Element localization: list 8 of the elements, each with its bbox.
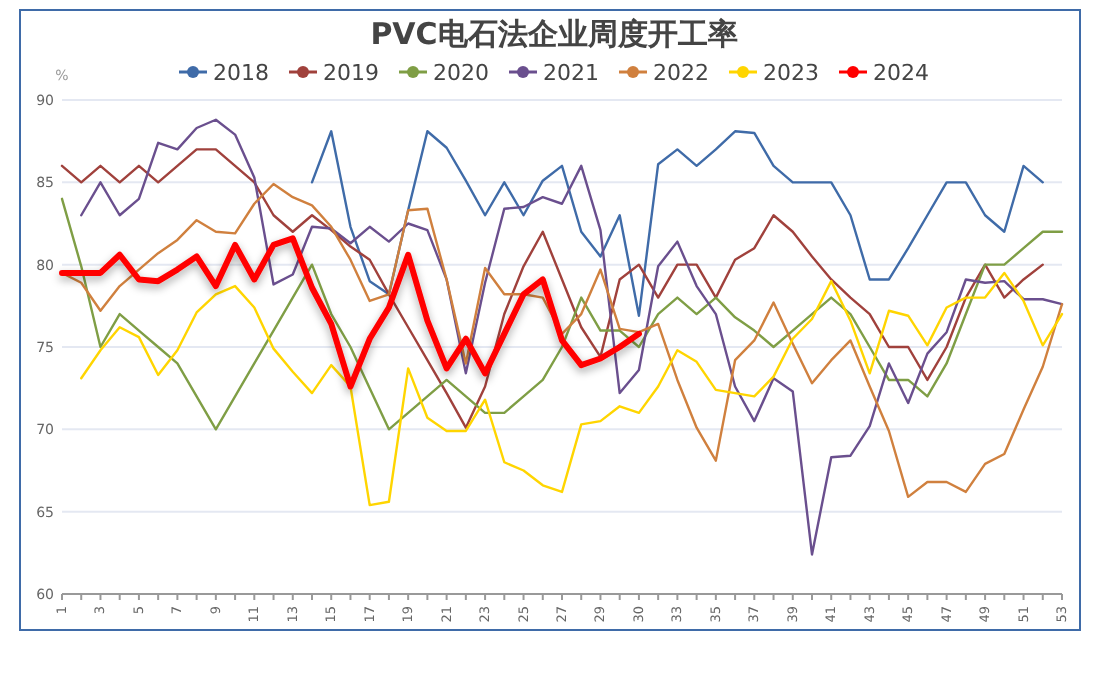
title: PVC电石法企业周度开工率 xyxy=(370,16,738,52)
legend-label: 2021 xyxy=(543,60,599,86)
legend-label: 2024 xyxy=(873,60,929,86)
legend-label: 2022 xyxy=(653,60,709,86)
legend-label: 2020 xyxy=(433,60,489,86)
legend-label: 2018 xyxy=(213,60,269,86)
legend-label: 2019 xyxy=(323,60,379,86)
legend-label: 2023 xyxy=(763,60,819,86)
